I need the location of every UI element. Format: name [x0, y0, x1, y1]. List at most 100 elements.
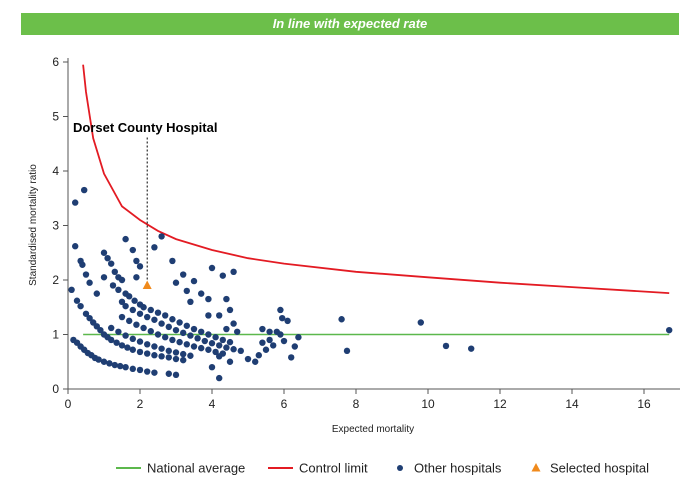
hospital-point — [212, 334, 219, 341]
hospital-point — [180, 271, 187, 278]
hospital-point — [165, 347, 172, 355]
hospital-point — [226, 358, 234, 365]
x-tick-label: 0 — [65, 397, 72, 411]
hospital-point — [115, 328, 122, 335]
control-limit-line — [82, 64, 670, 294]
selected-hospital-label: Dorset County Hospital — [73, 120, 217, 135]
hospital-point — [270, 342, 277, 349]
hospital-point — [244, 355, 252, 363]
hospital-point — [111, 361, 119, 369]
hospital-point — [129, 246, 136, 254]
reference-lines — [82, 64, 670, 336]
hospital-point — [169, 336, 176, 344]
hospital-point — [77, 302, 84, 310]
hospital-point — [295, 334, 302, 341]
hospital-point — [126, 317, 133, 325]
hospital-points — [68, 186, 673, 382]
hospital-point — [226, 338, 234, 346]
hospital-point — [180, 329, 187, 337]
hospital-point — [190, 343, 198, 350]
hospital-point — [72, 243, 79, 250]
legend-label-selected_hospital: Selected hospital — [550, 461, 649, 476]
y-tick-label: 3 — [52, 219, 59, 233]
hospital-point — [133, 274, 140, 281]
hospital-point — [201, 337, 208, 345]
hospital-point — [72, 199, 79, 206]
hospital-point — [183, 341, 190, 348]
hospital-point — [93, 290, 101, 297]
hospital-point — [279, 314, 286, 322]
hospital-point — [169, 257, 176, 265]
hospital-point — [343, 347, 351, 355]
hospital-point — [442, 342, 450, 350]
x-tick-label: 10 — [421, 397, 435, 411]
hospital-point — [234, 328, 241, 335]
hospital-point — [288, 354, 295, 361]
hospital-point — [187, 352, 194, 359]
hospital-point — [86, 314, 93, 322]
hospital-point — [113, 339, 120, 346]
hospital-point — [118, 298, 126, 305]
hospital-point — [122, 364, 129, 371]
hospital-point — [158, 233, 165, 240]
hospital-point — [205, 312, 212, 319]
y-tick-label: 5 — [52, 110, 59, 124]
hospital-point — [216, 312, 223, 319]
hospital-point — [223, 325, 230, 333]
hospital-point — [86, 279, 93, 286]
hospital-point — [172, 326, 180, 334]
hospital-point — [190, 325, 198, 333]
status-banner: In line with expected rate — [21, 13, 679, 35]
hospital-point — [158, 320, 165, 327]
x-axis-label: Expected mortality — [332, 424, 414, 435]
hospital-point — [95, 356, 102, 363]
hospital-point — [158, 345, 165, 352]
legend-label-other_hospitals: Other hospitals — [414, 461, 502, 476]
hospital-point — [151, 316, 158, 323]
hospital-point — [208, 364, 216, 371]
hospital-point — [129, 306, 136, 314]
hospital-point — [165, 323, 172, 331]
hospital-point — [118, 276, 126, 284]
hospital-point — [162, 312, 169, 319]
hospital-point — [259, 325, 266, 333]
hospital-point — [284, 317, 291, 325]
x-tick-label: 16 — [637, 397, 651, 411]
hospital-point — [172, 349, 180, 356]
hospital-point — [172, 355, 180, 363]
hospital-point — [216, 353, 223, 360]
hospital-point — [219, 336, 226, 344]
hospital-point — [68, 286, 75, 294]
hospital-point — [151, 352, 158, 359]
hospital-point — [136, 338, 144, 345]
hospital-point — [118, 342, 126, 349]
hospital-point — [205, 331, 212, 338]
hospital-point — [147, 328, 154, 335]
hospital-point — [151, 244, 158, 251]
hospital-point — [183, 287, 190, 295]
hospital-point — [338, 316, 345, 323]
legend-swatch-other_hospitals — [397, 465, 403, 471]
hospital-point — [198, 290, 205, 297]
hospital-point — [230, 320, 237, 327]
hospital-point — [165, 370, 172, 377]
hospital-point — [122, 235, 129, 243]
hospital-point — [198, 344, 205, 352]
hospital-point — [140, 324, 147, 332]
hospital-point — [468, 345, 475, 352]
hospital-point — [118, 313, 126, 321]
legend-label-national_average: National average — [147, 461, 245, 476]
hospital-point — [108, 336, 115, 344]
hospital-point — [97, 326, 104, 334]
hospital-point — [230, 268, 237, 276]
y-tick-label: 1 — [52, 328, 59, 342]
hospital-point — [154, 331, 162, 338]
hospital-point — [208, 340, 216, 347]
hospital-point — [190, 277, 198, 285]
hospital-point — [172, 279, 180, 286]
hospital-point — [194, 335, 201, 342]
hospital-point — [144, 350, 151, 357]
hospital-point — [131, 297, 138, 304]
hospital-point — [237, 347, 244, 355]
